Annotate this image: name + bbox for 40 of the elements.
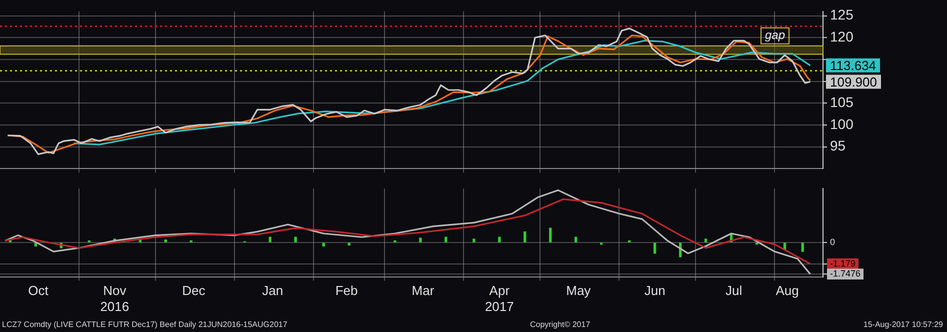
x-tick-label: Jul [726, 283, 742, 298]
x-tick-label: Nov 2016 [100, 283, 130, 314]
band-label: gap [765, 28, 786, 42]
x-tick-label: Oct [28, 283, 49, 298]
y-tick-label: -1.179 [830, 258, 856, 268]
bar [294, 236, 297, 242]
y-tick-label: 100 [830, 116, 854, 132]
x-tick-label: Mar [412, 283, 435, 298]
y-tick-label: 95 [830, 138, 846, 154]
bar [549, 228, 552, 242]
bar [419, 238, 422, 242]
x-tick-label: Apr 2017 [484, 283, 514, 314]
y-tick-label: 120 [830, 28, 854, 44]
bar [524, 231, 526, 242]
bar [574, 236, 578, 242]
bar [472, 238, 476, 242]
bar [164, 239, 167, 242]
x-tick-label: Jan [262, 283, 284, 298]
bar [444, 236, 448, 242]
text: 15-Aug-2017 10:57:29 [863, 320, 943, 329]
x-tick-label: May [566, 283, 592, 298]
bar [801, 242, 804, 252]
x-tick-label: Dec [182, 283, 206, 298]
text: LCZ7 Comdty (LIVE CATTLE FUTR Dec17) Beef Daily 21JUN2016-15AUG2017 [2, 320, 288, 329]
y-tick-label: 105 [830, 94, 854, 110]
bar [498, 236, 501, 242]
y-tick-label: -1.7476 [830, 268, 861, 279]
y-tick-label: 125 [830, 6, 854, 23]
y-tick-label: 0 [830, 237, 836, 248]
x-tick-label: Jun [644, 283, 666, 298]
x-tick-label: Feb [335, 283, 358, 298]
bar [322, 242, 325, 246]
data-label: 113.634 [830, 58, 876, 73]
bar [654, 242, 656, 254]
data-label: 109.900 [830, 74, 877, 90]
bar [704, 238, 708, 242]
bar [268, 236, 272, 242]
x-tick-label: Aug [776, 283, 799, 298]
bar [348, 242, 350, 246]
text: Copyright© 2017 [530, 320, 590, 329]
